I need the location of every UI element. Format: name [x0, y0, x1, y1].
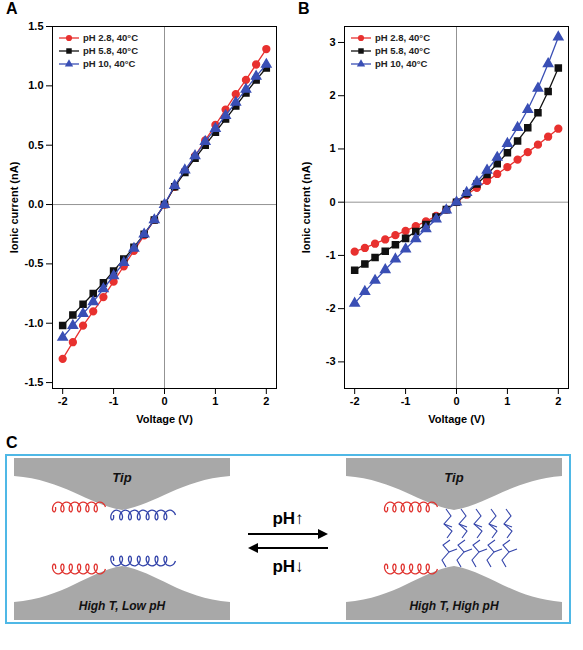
svg-text:2: 2 — [329, 89, 335, 101]
html-text:pH 5.8, 40°C: pH 5.8, 40°C — [83, 45, 138, 56]
html-text:pH 2.8, 40°C: pH 2.8, 40°C — [375, 32, 430, 43]
svg-text:1: 1 — [329, 142, 335, 154]
html-text:pH 10, 40°C: pH 10, 40°C — [375, 58, 428, 69]
svg-text:2: 2 — [555, 395, 561, 407]
svg-text:Tip: Tip — [444, 470, 463, 485]
svg-text:0: 0 — [329, 196, 335, 208]
svg-text:0: 0 — [453, 395, 459, 407]
html-text:A: A — [6, 0, 18, 17]
svg-text:-0.5: -0.5 — [25, 257, 44, 269]
svg-text:Tip: Tip — [112, 470, 131, 485]
svg-text:-1: -1 — [326, 249, 336, 261]
svg-text:2: 2 — [263, 395, 269, 407]
svg-text:3: 3 — [329, 36, 335, 48]
svg-text:0.0: 0.0 — [28, 198, 43, 210]
svg-text:-3: -3 — [326, 355, 336, 367]
svg-text:-1.5: -1.5 — [25, 376, 44, 388]
svg-text:-2: -2 — [326, 302, 336, 314]
html-text:C: C — [6, 434, 18, 451]
svg-text:0: 0 — [161, 395, 167, 407]
html-text:B: B — [298, 0, 310, 17]
svg-text:Voltage (V): Voltage (V) — [428, 413, 485, 425]
html-text:pH 2.8, 40°C: pH 2.8, 40°C — [83, 32, 138, 43]
svg-text:1: 1 — [504, 395, 510, 407]
svg-text:Ionic current (nA): Ionic current (nA) — [300, 161, 312, 253]
svg-text:Voltage (V): Voltage (V) — [136, 413, 193, 425]
html-text:pH 5.8, 40°C: pH 5.8, 40°C — [375, 45, 430, 56]
svg-text:1.5: 1.5 — [28, 20, 43, 32]
svg-text:-1: -1 — [401, 395, 411, 407]
svg-text:-2: -2 — [58, 395, 68, 407]
svg-text:1.0: 1.0 — [28, 79, 43, 91]
svg-text:0.5: 0.5 — [28, 139, 43, 151]
svg-text:-1.0: -1.0 — [25, 317, 44, 329]
svg-text:-1: -1 — [109, 395, 119, 407]
svg-text:High T, Low pH: High T, Low pH — [79, 599, 166, 613]
svg-text:pH↑: pH↑ — [272, 509, 303, 528]
svg-text:-2: -2 — [350, 395, 360, 407]
svg-text:Ionic current (nA): Ionic current (nA) — [8, 161, 20, 253]
svg-text:pH↓: pH↓ — [272, 557, 303, 576]
svg-text:High T, High pH: High T, High pH — [409, 599, 498, 613]
svg-text:1: 1 — [212, 395, 218, 407]
html-text:pH 10, 40°C: pH 10, 40°C — [83, 58, 136, 69]
